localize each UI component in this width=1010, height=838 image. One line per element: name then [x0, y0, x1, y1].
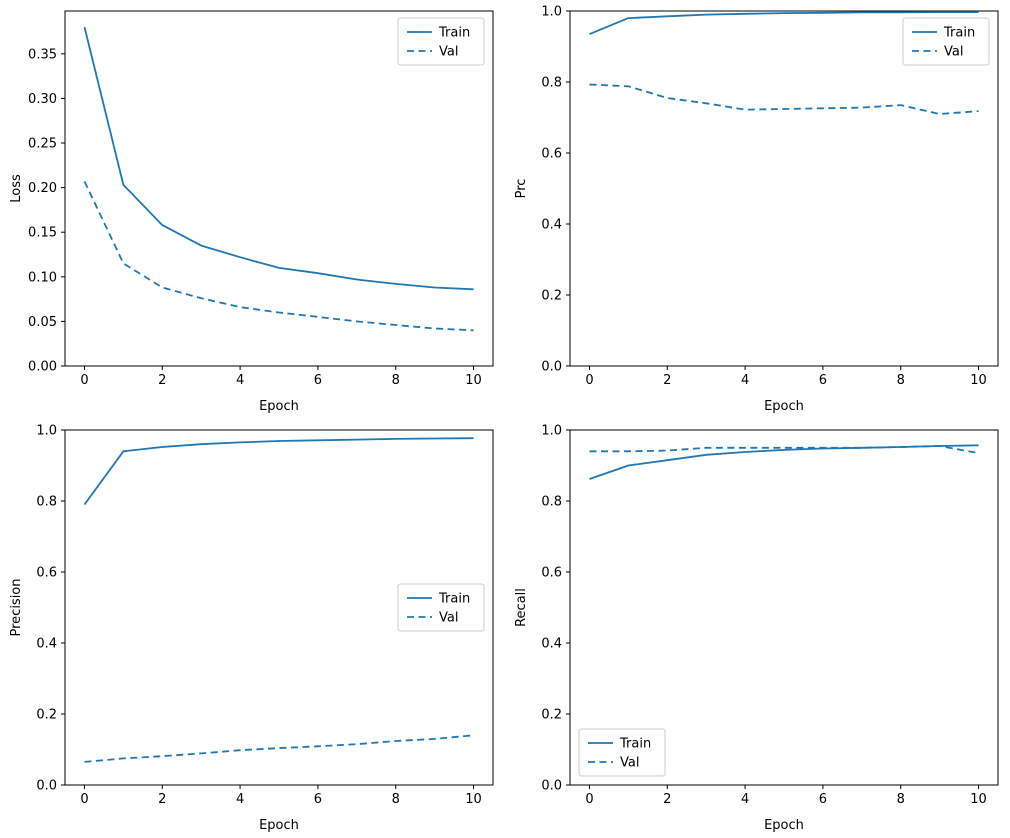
- precision-chart: 0 2 4 6 8 10 0.0 0.2 0.4 0.6 0.8 1.0 Epoch Precision T…: [9, 424, 494, 833]
- svg-text:0.05: 0.05: [28, 315, 57, 330]
- svg-text:2: 2: [158, 373, 166, 388]
- svg-text:8: 8: [392, 373, 400, 388]
- svg-text:8: 8: [897, 792, 905, 807]
- svg-text:0.6: 0.6: [36, 566, 57, 581]
- svg-text:0.0: 0.0: [36, 779, 57, 794]
- svg-text:6: 6: [314, 373, 322, 388]
- svg-text:2: 2: [663, 792, 671, 807]
- svg-text:0.8: 0.8: [541, 495, 562, 510]
- svg-text:4: 4: [236, 373, 244, 388]
- svg-text:0.0: 0.0: [541, 779, 562, 794]
- svg-text:0: 0: [80, 373, 88, 388]
- svg-text:Epoch: Epoch: [259, 818, 299, 833]
- svg-text:Epoch: Epoch: [764, 818, 804, 833]
- svg-text:0.6: 0.6: [541, 147, 562, 162]
- svg-text:6: 6: [819, 373, 827, 388]
- svg-text:0: 0: [585, 792, 593, 807]
- svg-text:0.2: 0.2: [36, 708, 57, 723]
- svg-text:0.30: 0.30: [28, 92, 57, 107]
- recall-subplot: 0 2 4 6 8 10 0.0 0.2 0.4 0.6 0.8 1.0 Epoch Recall Trai…: [505, 419, 1010, 838]
- precision-subplot: 0 2 4 6 8 10 0.0 0.2 0.4 0.6 0.8 1.0 Epoch Precision T…: [0, 419, 505, 838]
- svg-text:0.25: 0.25: [28, 137, 57, 152]
- svg-text:1.0: 1.0: [541, 424, 562, 439]
- svg-text:0.35: 0.35: [28, 47, 57, 62]
- prc-subplot: 0 2 4 6 8 10 0.0 0.2 0.4 0.6 0.8 1.0 Epoch Prc Train Va…: [505, 0, 1010, 419]
- svg-text:6: 6: [819, 792, 827, 807]
- svg-text:0.6: 0.6: [541, 566, 562, 581]
- svg-text:Epoch: Epoch: [764, 399, 804, 414]
- recall-chart: 0 2 4 6 8 10 0.0 0.2 0.4 0.6 0.8 1.0 Epoch Recall Trai…: [514, 424, 999, 833]
- prc-chart: 0 2 4 6 8 10 0.0 0.2 0.4 0.6 0.8 1.0 Epoch Prc Train Va…: [514, 5, 999, 414]
- svg-text:Prc: Prc: [514, 179, 529, 199]
- svg-text:4: 4: [236, 792, 244, 807]
- loss-chart: 0 2 4 6 8 10 0.00 0.05 0.10 0.15 0.20 0.25 0.30 0.35 E…: [9, 10, 494, 414]
- svg-text:Train: Train: [619, 737, 651, 752]
- svg-text:10: 10: [465, 792, 482, 807]
- svg-text:0.8: 0.8: [36, 495, 57, 510]
- svg-text:4: 4: [741, 373, 749, 388]
- svg-text:Precision: Precision: [9, 578, 24, 636]
- svg-text:10: 10: [970, 373, 987, 388]
- svg-text:Loss: Loss: [9, 174, 24, 203]
- svg-text:2: 2: [663, 373, 671, 388]
- svg-text:0.4: 0.4: [36, 637, 57, 652]
- svg-text:Val: Val: [439, 611, 458, 626]
- svg-text:0.0: 0.0: [541, 360, 562, 375]
- svg-text:0.15: 0.15: [28, 226, 57, 241]
- svg-text:1.0: 1.0: [36, 424, 57, 439]
- loss-subplot: 0 2 4 6 8 10 0.00 0.05 0.10 0.15 0.20 0.25 0.30 0.35 E…: [0, 0, 505, 419]
- svg-text:Val: Val: [944, 45, 963, 60]
- svg-text:1.0: 1.0: [541, 5, 562, 20]
- svg-text:6: 6: [314, 792, 322, 807]
- svg-text:0.4: 0.4: [541, 637, 562, 652]
- svg-text:0.20: 0.20: [28, 181, 57, 196]
- svg-text:8: 8: [392, 792, 400, 807]
- svg-text:0.2: 0.2: [541, 708, 562, 723]
- svg-text:8: 8: [897, 373, 905, 388]
- svg-text:Train: Train: [438, 26, 470, 41]
- svg-text:Train: Train: [943, 26, 975, 41]
- svg-text:0: 0: [585, 373, 593, 388]
- svg-text:Epoch: Epoch: [259, 399, 299, 414]
- svg-text:0: 0: [80, 792, 88, 807]
- svg-text:0.10: 0.10: [28, 270, 57, 285]
- svg-text:0.2: 0.2: [541, 289, 562, 304]
- svg-text:0.8: 0.8: [541, 76, 562, 91]
- svg-text:Recall: Recall: [514, 588, 529, 627]
- svg-text:2: 2: [158, 792, 166, 807]
- svg-text:Val: Val: [620, 756, 639, 771]
- svg-text:10: 10: [465, 373, 482, 388]
- svg-text:Val: Val: [439, 45, 458, 60]
- svg-text:0.00: 0.00: [28, 360, 57, 375]
- svg-text:4: 4: [741, 792, 749, 807]
- svg-text:Train: Train: [438, 592, 470, 607]
- svg-text:0.4: 0.4: [541, 218, 562, 233]
- svg-text:10: 10: [970, 792, 987, 807]
